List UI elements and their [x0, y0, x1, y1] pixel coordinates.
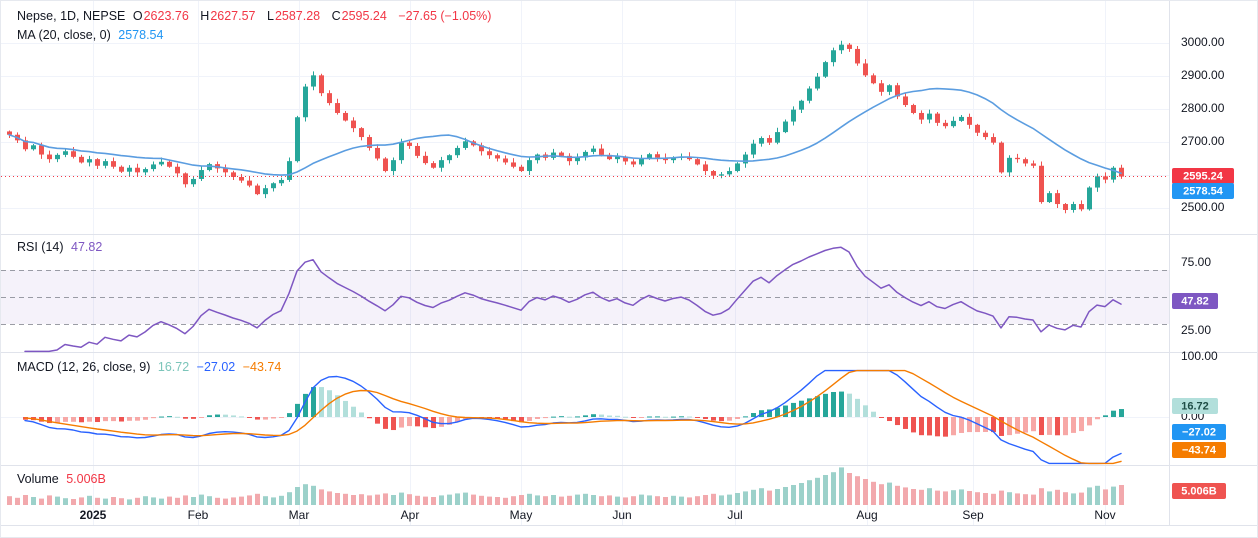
panel-separators — [1, 234, 1257, 466]
rsi-label: RSI (14) — [17, 240, 64, 254]
svg-text:Mar: Mar — [289, 508, 310, 522]
macd-label: MACD (12, 26, close, 9) — [17, 360, 151, 374]
svg-text:Sep: Sep — [962, 508, 984, 522]
svg-text:100.00: 100.00 — [1181, 349, 1218, 363]
rsi-band — [1, 270, 1169, 325]
svg-text:16.72: 16.72 — [1181, 400, 1209, 412]
rsi-legend[interactable]: RSI (14) 47.82 — [17, 239, 106, 256]
volume-value: 5.006B — [66, 472, 106, 486]
svg-text:2900.00: 2900.00 — [1181, 68, 1225, 82]
macd-hist — [23, 387, 1124, 437]
svg-text:75.00: 75.00 — [1181, 255, 1211, 269]
svg-text:2500.00: 2500.00 — [1181, 200, 1225, 214]
svg-text:2700.00: 2700.00 — [1181, 134, 1225, 148]
macd-line-value: −27.02 — [196, 360, 236, 374]
time-axis: 2025 Feb Mar Apr May Jun Jul Aug Sep Nov — [80, 508, 1116, 522]
svg-text:2595.24: 2595.24 — [1183, 170, 1224, 182]
svg-text:2800.00: 2800.00 — [1181, 101, 1225, 115]
ma-label: MA (20, close, 0) — [17, 28, 111, 42]
svg-text:Aug: Aug — [856, 508, 877, 522]
svg-text:25.00: 25.00 — [1181, 323, 1211, 337]
ma-line — [8, 87, 1122, 176]
rsi-value: 47.82 — [71, 240, 103, 254]
svg-text:5.006B: 5.006B — [1181, 485, 1217, 497]
low-value: L2587.28 — [266, 9, 321, 23]
svg-text:−27.02: −27.02 — [1182, 426, 1216, 438]
svg-text:Jul: Jul — [727, 508, 742, 522]
close-value: C2595.24 — [331, 9, 387, 23]
price-axis: 3000.00 2900.00 2800.00 2700.00 2500.00 75.00… — [1, 1, 1257, 526]
ma-legend[interactable]: MA (20, close, 0) 2578.54 — [17, 27, 167, 44]
main-legend[interactable]: Nepse, 1D, NEPSE O2623.76 H2627.57 L2587… — [17, 8, 495, 25]
macd-signal-line — [24, 369, 1122, 465]
svg-text:2025: 2025 — [80, 508, 107, 522]
open-value: O2623.76 — [132, 9, 189, 23]
volume-legend[interactable]: Volume 5.006B — [17, 471, 110, 488]
svg-text:Feb: Feb — [188, 508, 209, 522]
grid-layer — [1, 1, 1169, 525]
svg-text:May: May — [510, 508, 533, 522]
svg-text:3000.00: 3000.00 — [1181, 35, 1225, 49]
macd-legend[interactable]: MACD (12, 26, close, 9) 16.72 −27.02 −43… — [17, 359, 285, 376]
change-value: −27.65 (−1.05%) — [398, 9, 492, 23]
rsi-line — [24, 246, 1122, 353]
symbol-title[interactable]: Nepse, 1D, NEPSE — [17, 9, 126, 23]
macd-hist-value: 16.72 — [157, 360, 190, 374]
volume-bars — [7, 467, 1124, 505]
svg-text:Apr: Apr — [401, 508, 420, 522]
svg-text:Jun: Jun — [612, 508, 631, 522]
svg-text:Nov: Nov — [1094, 508, 1115, 522]
macd-signal-value: −43.74 — [242, 360, 282, 374]
ma-value: 2578.54 — [118, 28, 164, 42]
svg-text:−43.74: −43.74 — [1182, 444, 1217, 456]
axis-badges: 2595.24 2578.54 47.82 16.72 −27.02 −43.74 5.00… — [1172, 168, 1234, 499]
volume-label: Volume — [17, 472, 59, 486]
high-value: H2627.57 — [200, 9, 256, 23]
svg-text:47.82: 47.82 — [1181, 295, 1209, 307]
candles-layer — [7, 40, 1124, 214]
svg-text:2578.54: 2578.54 — [1183, 185, 1224, 197]
